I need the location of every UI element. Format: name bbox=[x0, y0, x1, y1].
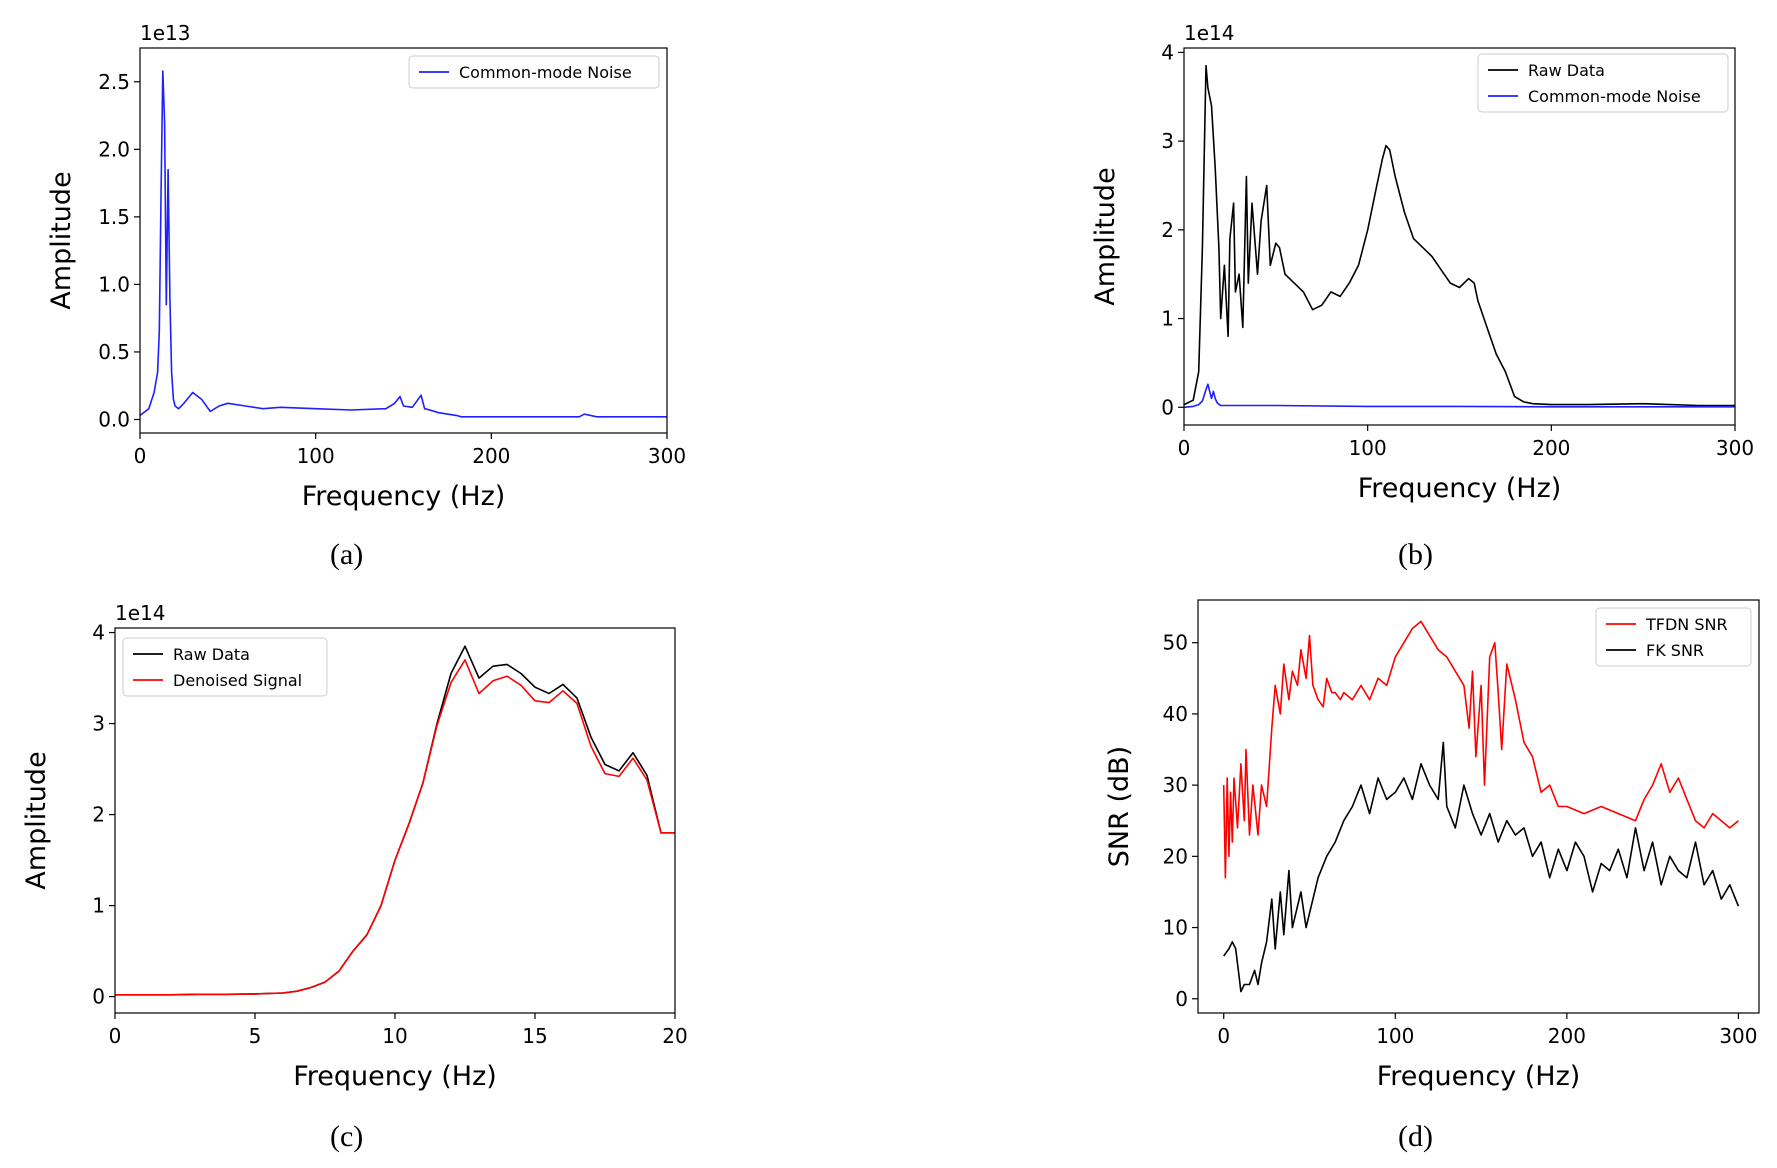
caption-d: (d) bbox=[1398, 1120, 1433, 1153]
chart-panel-c: 0 5 10 15 20 0 1 2 3 4 1e14 Frequency (Hz) Amplitude… bbox=[21, 601, 688, 1092]
legend-label-d-1: FK SNR bbox=[1646, 641, 1704, 660]
offset-text-b: 1e14 bbox=[1184, 21, 1234, 45]
series-line-d-1 bbox=[1223, 741, 1740, 993]
x-tick-label-c-0: 0 bbox=[109, 1024, 122, 1048]
x-tick-label-a-1: 100 bbox=[297, 444, 335, 468]
y-axis-label-a: Amplitude bbox=[46, 171, 77, 309]
y-tick-label-b-1: 1 bbox=[1161, 307, 1174, 331]
x-tick-label-b-1: 100 bbox=[1349, 436, 1387, 460]
x-tick-label-b-3: 300 bbox=[1716, 436, 1754, 460]
legend-label-b-1: Common-mode Noise bbox=[1528, 87, 1701, 106]
y-tick-label-c-4: 4 bbox=[92, 621, 105, 645]
y-tick-label-b-2: 2 bbox=[1161, 218, 1174, 242]
y-axis-label-d: SNR (dB) bbox=[1104, 746, 1135, 867]
y-tick-label-c-0: 0 bbox=[92, 985, 105, 1009]
legend-d: TFDN SNR FK SNR bbox=[1595, 607, 1752, 667]
caption-c: (c) bbox=[330, 1120, 364, 1153]
y-axis-label-b: Amplitude bbox=[1090, 167, 1121, 305]
x-tick-label-d-3: 300 bbox=[1719, 1024, 1757, 1048]
y-axis-label-c: Amplitude bbox=[21, 751, 52, 889]
legend-a: Common-mode Noise bbox=[408, 55, 660, 89]
legend-label-c-0: Raw Data bbox=[173, 645, 250, 664]
series-line-b-0 bbox=[1184, 64, 1735, 407]
y-tick-label-d-3: 30 bbox=[1163, 773, 1188, 797]
chart-panel-d: 0 100 200 300 0 10 20 30 40 50 Frequency (Hz) SNR (… bbox=[1104, 599, 1760, 1092]
x-axis-label-b: Frequency (Hz) bbox=[1358, 473, 1562, 504]
chart-panel-b: 0 100 200 300 0 1 2 3 4 1e14 Frequency (Hz) Amplitu… bbox=[1090, 21, 1754, 504]
plot-frame-d bbox=[1197, 599, 1760, 1014]
x-tick-label-c-4: 20 bbox=[662, 1024, 687, 1048]
y-tick-label-a-1: 0.5 bbox=[98, 340, 130, 364]
legend-label-a-0: Common-mode Noise bbox=[459, 63, 632, 82]
x-tick-label-c-2: 10 bbox=[382, 1024, 407, 1048]
x-tick-label-d-1: 100 bbox=[1376, 1024, 1414, 1048]
legend-c: Raw Data Denoised Signal bbox=[122, 637, 328, 697]
x-tick-label-a-3: 300 bbox=[648, 444, 686, 468]
x-axis-label-a: Frequency (Hz) bbox=[302, 481, 506, 512]
chart-panel-a: 0 100 200 300 0.0 0.5 1.0 1.5 2.0 2.5 1e13 Frequenc… bbox=[46, 21, 686, 512]
y-tick-label-d-1: 10 bbox=[1163, 916, 1188, 940]
y-tick-label-a-2: 1.0 bbox=[98, 272, 130, 296]
y-tick-label-d-4: 40 bbox=[1163, 702, 1188, 726]
x-tick-label-a-2: 200 bbox=[472, 444, 510, 468]
caption-a: (a) bbox=[330, 538, 364, 571]
legend-label-b-0: Raw Data bbox=[1528, 61, 1605, 80]
plot-frame-b bbox=[1183, 47, 1736, 426]
y-tick-label-a-5: 2.5 bbox=[98, 70, 130, 94]
y-tick-label-c-2: 2 bbox=[92, 803, 105, 827]
y-tick-label-b-4: 4 bbox=[1161, 40, 1174, 64]
y-tick-label-d-5: 50 bbox=[1163, 631, 1188, 655]
y-tick-label-d-0: 0 bbox=[1175, 987, 1188, 1011]
plot-frame-a bbox=[139, 47, 668, 434]
legend-label-c-1: Denoised Signal bbox=[173, 671, 302, 690]
offset-text-a: 1e13 bbox=[140, 21, 190, 45]
x-tick-label-c-1: 5 bbox=[249, 1024, 262, 1048]
legend-b: Raw Data Common-mode Noise bbox=[1477, 53, 1729, 113]
series-line-b-1 bbox=[1184, 383, 1735, 409]
y-tick-label-d-2: 20 bbox=[1163, 844, 1188, 868]
x-tick-label-b-0: 0 bbox=[1178, 436, 1191, 460]
legend-label-d-0: TFDN SNR bbox=[1645, 615, 1728, 634]
x-axis-label-d: Frequency (Hz) bbox=[1377, 1061, 1581, 1092]
y-tick-label-a-3: 1.5 bbox=[98, 205, 130, 229]
x-tick-label-c-3: 15 bbox=[522, 1024, 547, 1048]
y-tick-label-a-4: 2.0 bbox=[98, 137, 130, 161]
offset-text-c: 1e14 bbox=[115, 601, 165, 625]
y-tick-label-a-0: 0.0 bbox=[98, 407, 130, 431]
series-line-c-1 bbox=[115, 659, 675, 996]
y-tick-label-b-0: 0 bbox=[1161, 395, 1174, 419]
y-tick-label-c-3: 3 bbox=[92, 712, 105, 736]
series-line-c-0 bbox=[115, 645, 675, 996]
x-tick-label-a-0: 0 bbox=[134, 444, 147, 468]
x-axis-label-c: Frequency (Hz) bbox=[293, 1061, 497, 1092]
x-tick-label-d-2: 200 bbox=[1548, 1024, 1586, 1048]
series-line-a-0 bbox=[140, 70, 667, 418]
y-tick-label-b-3: 3 bbox=[1161, 129, 1174, 153]
series-line-d-0 bbox=[1222, 620, 1739, 879]
y-tick-label-c-1: 1 bbox=[92, 894, 105, 918]
x-tick-label-d-0: 0 bbox=[1217, 1024, 1230, 1048]
x-tick-label-b-2: 200 bbox=[1532, 436, 1570, 460]
caption-b: (b) bbox=[1398, 538, 1433, 571]
